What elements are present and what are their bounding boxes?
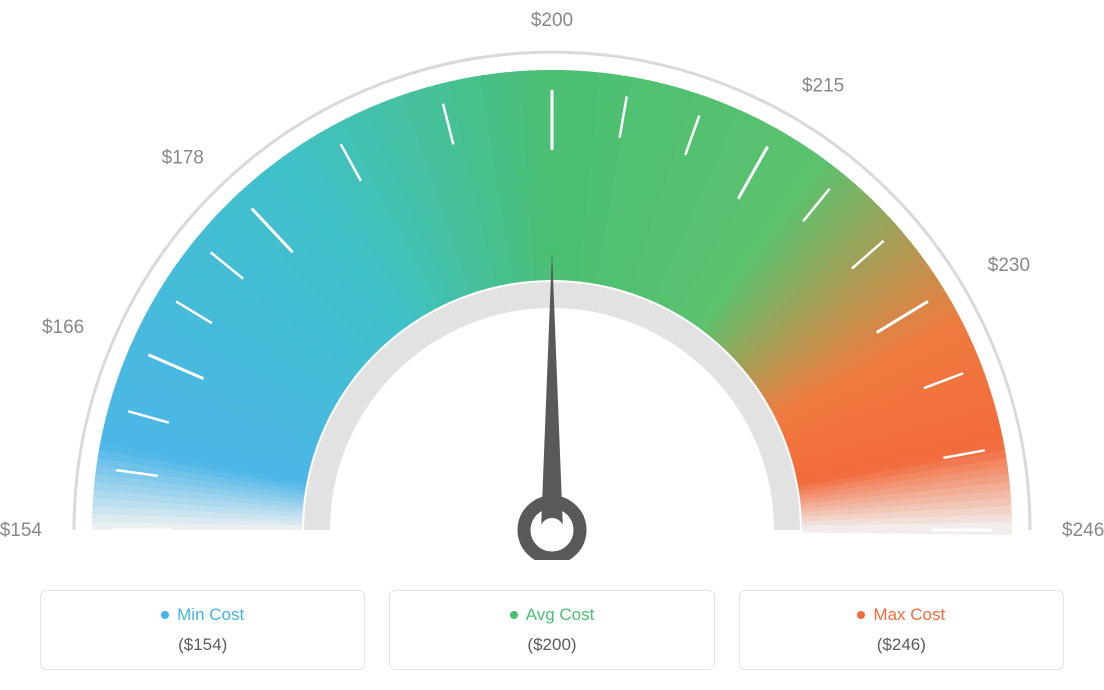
dot-icon-max xyxy=(857,611,865,619)
gauge-tick-label: $200 xyxy=(531,10,573,31)
gauge-svg: $154 $166 $178 $200 $215 $230 $246 xyxy=(0,0,1104,560)
gauge-tick-label: $154 xyxy=(0,520,42,541)
gauge-tick-label: $178 xyxy=(162,147,204,168)
gauge-tick-label: $246 xyxy=(1062,520,1104,541)
legend-value-max: ($246) xyxy=(748,635,1055,655)
legend-card-avg: Avg Cost ($200) xyxy=(389,590,714,670)
gauge-tick-label: $215 xyxy=(802,75,844,96)
legend-label-max: Max Cost xyxy=(873,605,945,625)
legend-label-avg: Avg Cost xyxy=(526,605,595,625)
legend-label-min: Min Cost xyxy=(177,605,244,625)
legend-title-avg: Avg Cost xyxy=(510,605,595,625)
legend-title-max: Max Cost xyxy=(857,605,945,625)
gauge-tick-label: $230 xyxy=(988,255,1030,276)
legend-card-min: Min Cost ($154) xyxy=(40,590,365,670)
legend-title-min: Min Cost xyxy=(161,605,244,625)
gauge-chart-container: $154 $166 $178 $200 $215 $230 $246 Min Cost ($… xyxy=(0,0,1104,690)
legend-card-max: Max Cost ($246) xyxy=(739,590,1064,670)
dot-icon-min xyxy=(161,611,169,619)
gauge-area: $154 $166 $178 $200 $215 $230 $246 xyxy=(0,0,1104,560)
dot-icon-avg xyxy=(510,611,518,619)
legend-value-min: ($154) xyxy=(49,635,356,655)
legend-row: Min Cost ($154) Avg Cost ($200) Max Cost… xyxy=(40,590,1064,670)
gauge-tick-label: $166 xyxy=(42,317,84,338)
legend-value-avg: ($200) xyxy=(398,635,705,655)
